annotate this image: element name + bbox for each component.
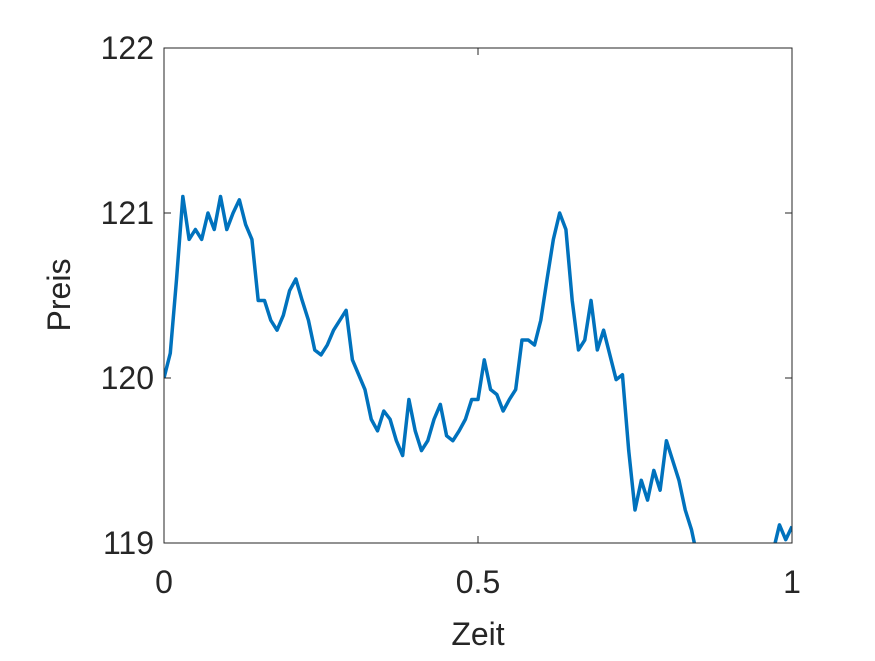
y-axis-label: Preis <box>41 259 77 332</box>
x-axis-label: Zeit <box>451 616 504 652</box>
x-tick-label: 0 <box>155 564 173 600</box>
y-tick-label: 119 <box>103 525 154 561</box>
x-tick-label: 0.5 <box>456 564 500 600</box>
y-tick-label: 121 <box>101 195 154 231</box>
y-tick-label: 120 <box>101 360 154 396</box>
x-tick-label: 1 <box>783 564 801 600</box>
y-tick-label: 122 <box>101 30 154 66</box>
series-line <box>164 194 792 543</box>
